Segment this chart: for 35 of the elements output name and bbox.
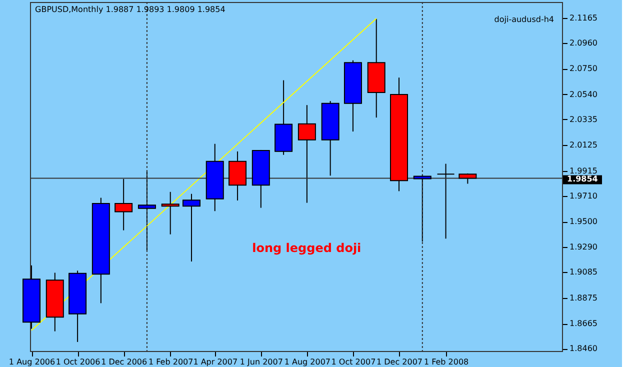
candlestick	[436, 163, 455, 240]
y-tick-label: 2.0125	[570, 140, 598, 150]
x-tick-label: 1 Jun 2007	[240, 358, 283, 366]
y-tick-label: 1.8460	[570, 344, 598, 354]
x-tick-label: 1 Oct 2007	[331, 358, 376, 366]
y-tick-label: 1.9290	[570, 242, 598, 252]
annotation: long legged doji	[252, 241, 362, 256]
chart-title: GBPUSD,Monthly 1.9887 1.9893 1.9809 1.9854	[35, 5, 226, 14]
x-tick-label: 1 Dec 2007	[376, 358, 423, 366]
x-tick-label: 1 Feb 2007	[148, 358, 194, 366]
x-tick-label: 1 Aug 2007	[284, 358, 331, 366]
y-tick-label: 2.1165	[570, 13, 598, 22]
y-tick-label: 1.9500	[570, 217, 598, 226]
y-tick-label: 1.9710	[570, 191, 598, 200]
x-tick-label: 1 Aug 2006	[8, 358, 56, 366]
y-tick-label: 1.9085	[570, 268, 598, 277]
x-tick-label: 1 Feb 2008	[424, 358, 469, 366]
candlestick	[298, 104, 316, 204]
y-tick-label: 1.8665	[570, 319, 598, 328]
candlestick	[114, 178, 133, 231]
x-tick-label: 1 Dec 2006	[101, 358, 148, 366]
candlestick	[138, 170, 156, 251]
x-tick-label: 1 Apr 2007	[193, 358, 238, 366]
y-tick-label: 2.0335	[570, 114, 598, 124]
candlestick	[161, 191, 180, 235]
candlestick	[182, 193, 200, 262]
x-tick-label: 1 Oct 2006	[56, 358, 100, 366]
candlestick	[228, 150, 247, 201]
y-tick-label: 1.8875	[570, 293, 598, 302]
y-tick-label: 2.0750	[570, 64, 598, 74]
text: doji-audusd-h4	[494, 15, 554, 24]
y-tick-label: 1.9915	[570, 166, 598, 176]
y-tick-label: 2.0960	[570, 38, 598, 48]
y-tick-label: 2.0540	[570, 90, 598, 99]
ref-line-label: 1.9854	[567, 174, 598, 184]
